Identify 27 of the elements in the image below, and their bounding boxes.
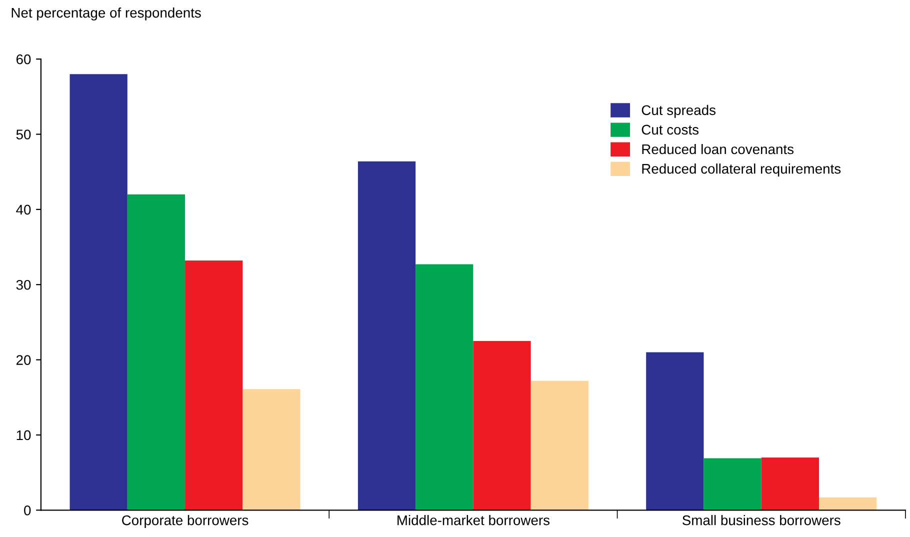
x-tick-label: Middle-market borrowers [398,515,550,526]
y-tick-label: 60 [16,54,31,64]
bar [473,340,531,510]
bar [185,260,243,510]
bar [819,497,877,510]
y-axis-title: Net percentage of respondents [12,7,201,20]
bar [646,352,704,510]
y-tick-label: 20 [16,355,31,365]
x-tick-label: Corporate borrowers [122,515,248,528]
y-tick-label: 10 [16,430,31,440]
bar [416,264,474,510]
bar [70,74,128,510]
bar [761,458,819,510]
bar [704,458,762,510]
y-tick-label: 50 [16,130,31,140]
bar [127,194,186,510]
bar [358,161,416,510]
x-tick-label: Small business borrowers [682,515,840,526]
legend-label: Cut spreads [642,104,716,118]
bar [242,389,300,510]
legend-label: Reduced loan covenants [642,144,794,154]
legend-label: Cut costs [642,124,699,135]
y-tick-label: 0 [24,505,31,516]
y-tick-label: 30 [16,280,31,290]
y-tick-label: 40 [16,204,31,215]
legend-label: Reduced collateral requirements [642,164,841,176]
bar [530,380,588,510]
